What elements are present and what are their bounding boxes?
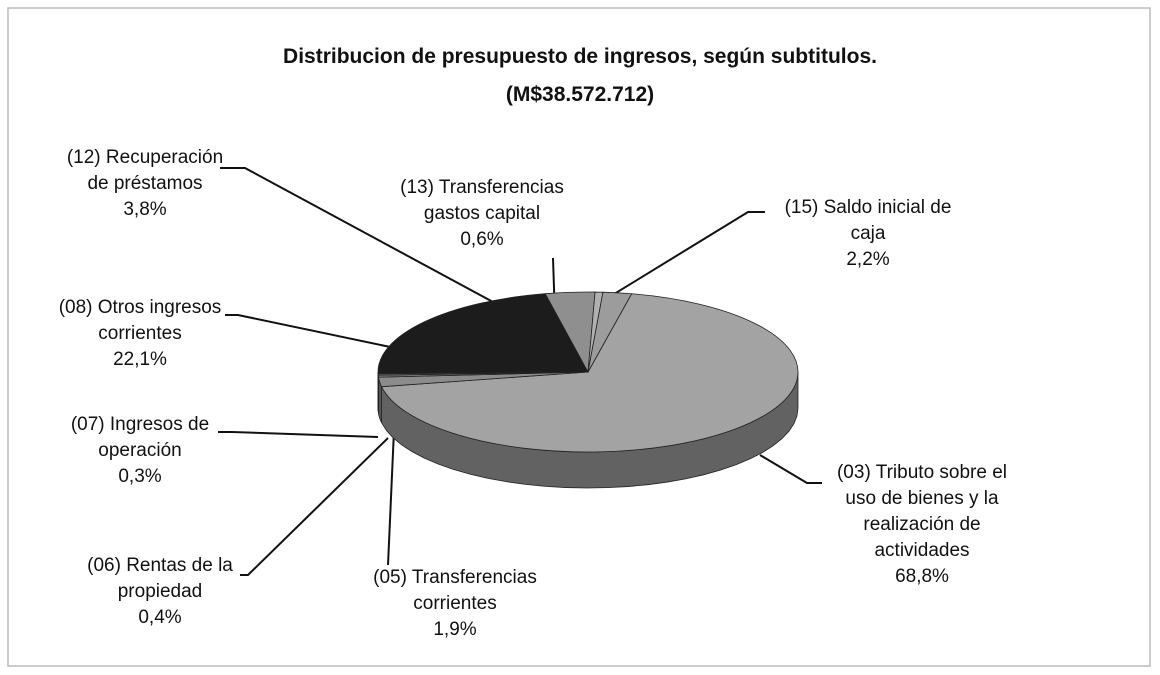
slice-label: (15) Saldo inicial de caja 2,2%: [766, 195, 971, 273]
category-label: (07) Ingresos de operación: [70, 414, 210, 461]
value-label: 22,1%: [113, 349, 167, 370]
value-label: 1,9%: [433, 619, 477, 640]
chart-subtitle: (M$38.572.712): [505, 83, 655, 106]
slice: [587, 291, 633, 373]
category-label: (03) Tributo sobre el uso de bienes y la…: [836, 462, 1008, 561]
leader-line: [759, 454, 822, 484]
chart-title: Distribucion de presupuesto de ingresos,…: [283, 45, 877, 68]
category-label: (12) Recuperación de préstamos: [66, 147, 224, 194]
category-label: (15) Saldo inicial de caja: [784, 197, 952, 244]
value-label: 3,8%: [123, 199, 167, 220]
category-label: (13) Transferencias gastos capital: [400, 177, 564, 224]
frame: [7, 7, 1151, 667]
leader-line: [220, 167, 531, 323]
slice-label: (12) Recuperación de préstamos 3,8%: [55, 145, 235, 223]
leader-line: [574, 211, 765, 319]
slice: [377, 293, 589, 375]
category-label: (05) Transferencias corrientes: [373, 567, 537, 614]
category-label: (06) Rentas de la propiedad: [87, 555, 233, 602]
value-label: 2,2%: [846, 249, 890, 270]
value-label: 0,6%: [460, 229, 504, 250]
slice-label: (05) Transferencias corrientes 1,9%: [360, 565, 550, 643]
slice-label: (13) Transferencias gastos capital 0,6%: [390, 175, 575, 253]
slice-label: (06) Rentas de la propiedad 0,4%: [70, 553, 250, 631]
slice-label: (07) Ingresos de operación 0,3%: [55, 412, 225, 490]
leader-lines: [218, 167, 822, 576]
value-label: 68,8%: [895, 566, 949, 587]
slice: [380, 293, 799, 453]
slice-label: (08) Otros ingresos corrientes 22,1%: [45, 295, 235, 373]
value-label: 0,4%: [138, 607, 182, 628]
leader-line: [218, 431, 379, 438]
value-label: 0,3%: [118, 466, 162, 487]
leader-line: [387, 429, 395, 566]
leader-line: [225, 314, 396, 349]
category-label: (08) Otros ingresos corrientes: [58, 297, 222, 344]
slice-label: (03) Tributo sobre el uso de bienes y la…: [830, 460, 1015, 590]
leader-line: [240, 437, 389, 576]
